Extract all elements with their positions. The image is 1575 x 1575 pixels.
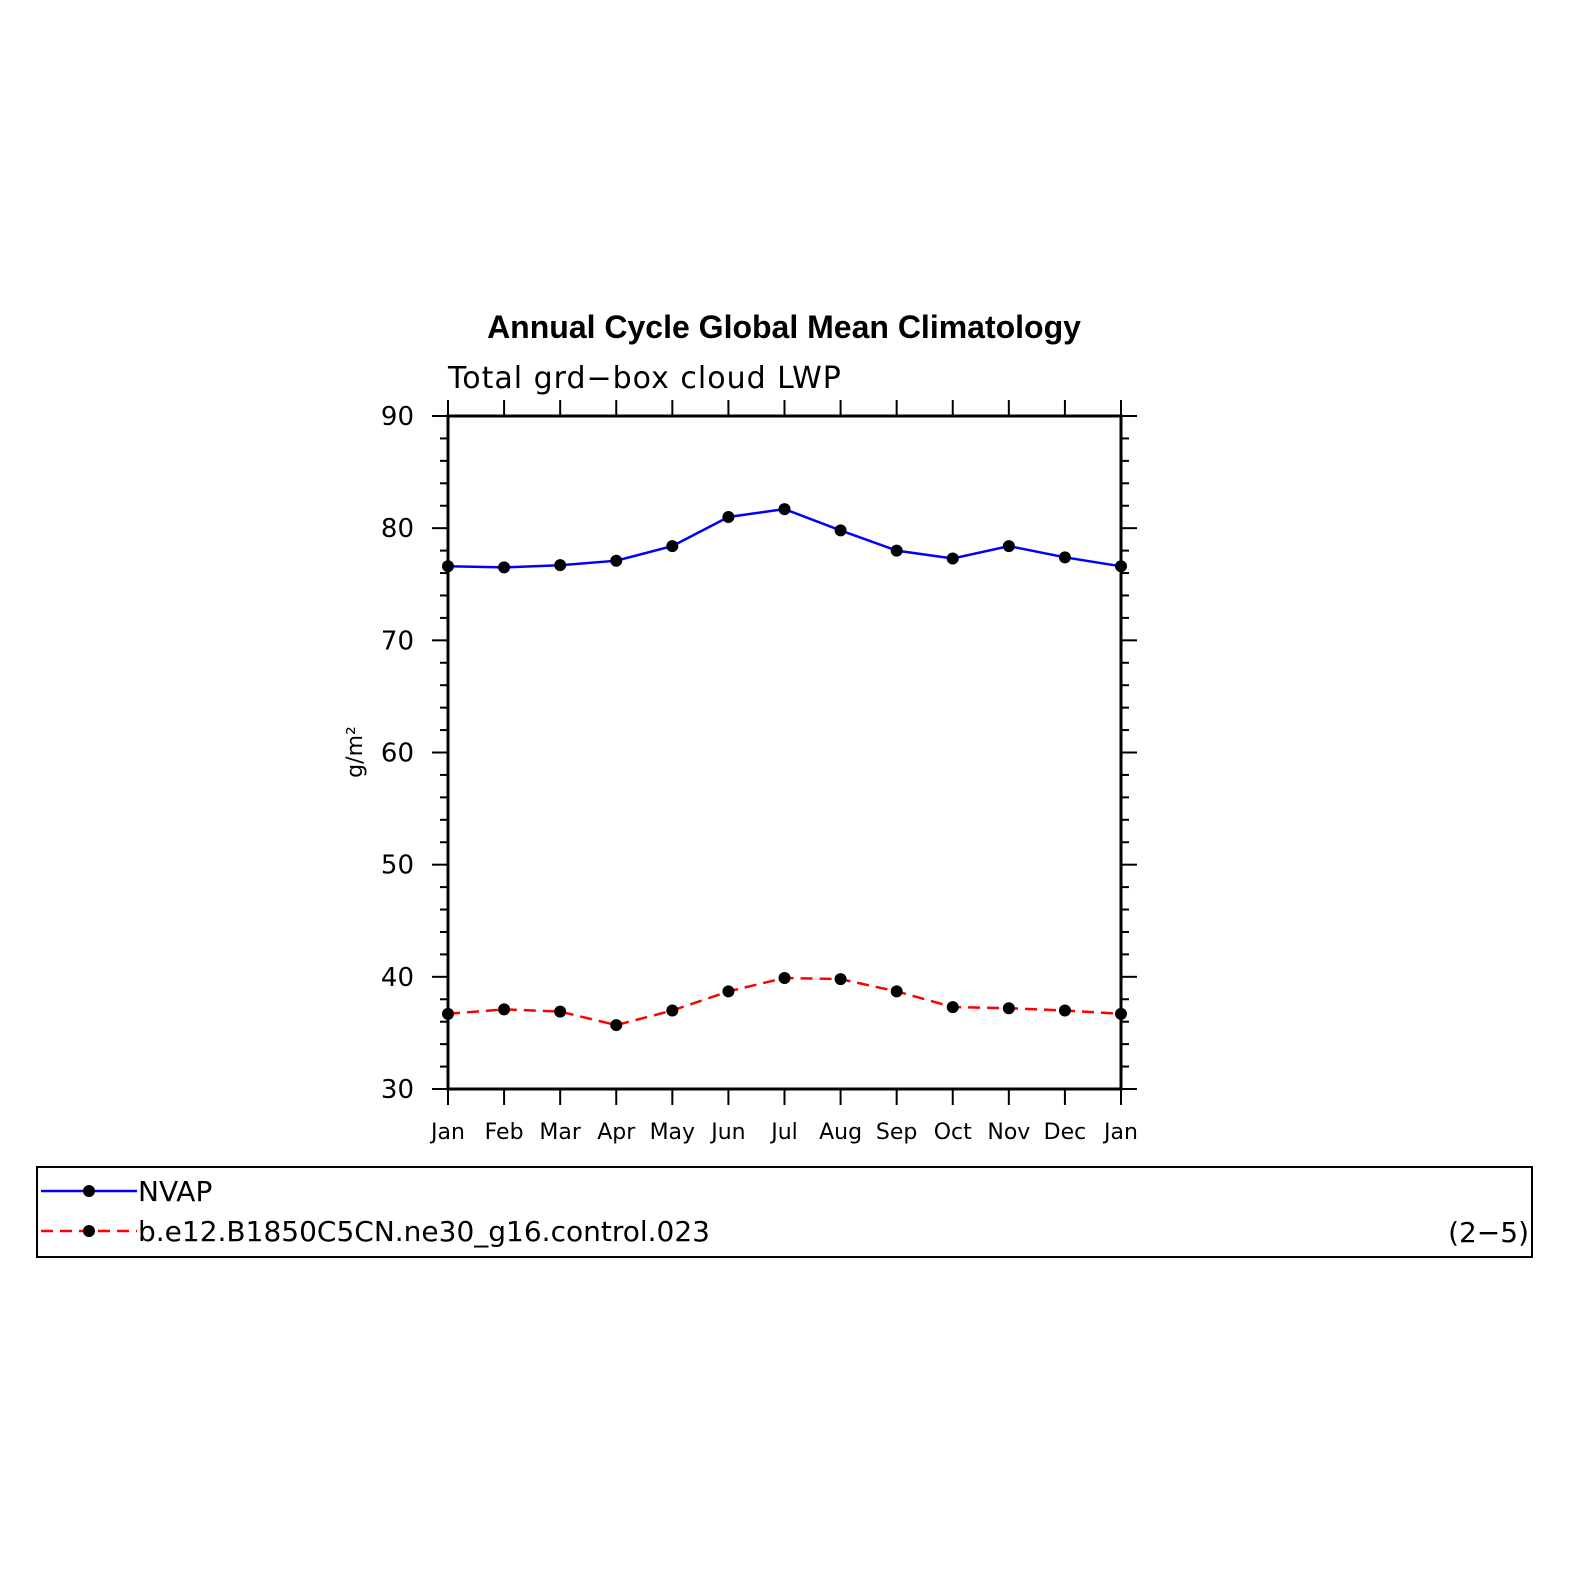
data-point bbox=[834, 973, 847, 986]
y-tick-label: 70 bbox=[381, 626, 414, 656]
x-tick-label: Jul bbox=[769, 1120, 798, 1145]
y-tick-label: 30 bbox=[381, 1075, 414, 1105]
data-point bbox=[666, 540, 679, 553]
data-point bbox=[554, 559, 567, 572]
legend-box bbox=[36, 1166, 1533, 1258]
y-tick-label: 60 bbox=[381, 739, 414, 769]
plot-frame bbox=[446, 414, 1123, 1091]
data-point bbox=[778, 503, 791, 516]
data-point bbox=[1115, 1007, 1127, 1020]
data-point bbox=[1002, 540, 1015, 553]
data-point bbox=[610, 1019, 623, 1032]
data-point bbox=[778, 971, 791, 984]
data-point bbox=[890, 985, 903, 998]
data-point bbox=[498, 561, 511, 574]
data-point bbox=[1115, 560, 1127, 573]
chart-subtitle: Total grd−box cloud LWP bbox=[447, 361, 842, 396]
series-layer bbox=[442, 503, 1127, 1032]
data-point bbox=[1002, 1002, 1015, 1015]
y-axis-label: g/m² bbox=[343, 726, 368, 778]
y-tick-label: 80 bbox=[381, 514, 414, 544]
y-tick-label: 90 bbox=[381, 402, 414, 432]
data-point bbox=[946, 552, 959, 565]
x-tick-label: Oct bbox=[934, 1120, 972, 1145]
y-tick-label: 40 bbox=[381, 963, 414, 993]
y-tick-label: 50 bbox=[381, 851, 414, 881]
data-point bbox=[1058, 1004, 1071, 1017]
data-point bbox=[946, 1001, 959, 1014]
series-2 bbox=[442, 971, 1127, 1032]
x-tick-label: Jan bbox=[429, 1120, 465, 1145]
legend: NVAP b.e12.B1850C5CN.ne30_g16.control.023… bbox=[36, 1166, 1533, 1258]
data-point bbox=[442, 560, 454, 573]
x-tick-label: Apr bbox=[597, 1120, 636, 1145]
legend-label: b.e12.B1850C5CN.ne30_g16.control.023 bbox=[138, 1215, 710, 1248]
series-1 bbox=[442, 503, 1127, 574]
data-point bbox=[722, 510, 735, 523]
x-tick-label: Jun bbox=[709, 1120, 745, 1145]
x-tick-label: Mar bbox=[539, 1120, 581, 1145]
legend-item: NVAP bbox=[41, 1175, 212, 1208]
x-tick-label: Nov bbox=[987, 1120, 1030, 1145]
data-point bbox=[834, 524, 847, 537]
x-tick-label: Jan bbox=[1102, 1120, 1138, 1145]
legend-marker bbox=[83, 1225, 95, 1237]
panel-label: (2−5) bbox=[1448, 1216, 1529, 1249]
data-point bbox=[722, 985, 735, 998]
data-point bbox=[1058, 551, 1071, 564]
legend-items: NVAP b.e12.B1850C5CN.ne30_g16.control.023 bbox=[41, 1175, 710, 1248]
chart-title: Annual Cycle Global Mean Climatology bbox=[487, 309, 1081, 345]
x-tick-label: Dec bbox=[1044, 1120, 1087, 1145]
axes: 90 80 70 60 50 40 30 Jan Feb Mar Apr May Jun Jul Aug Se… bbox=[381, 400, 1138, 1145]
legend-item: b.e12.B1850C5CN.ne30_g16.control.023 bbox=[41, 1215, 710, 1248]
data-point bbox=[442, 1007, 454, 1020]
data-point bbox=[666, 1004, 679, 1017]
data-point bbox=[554, 1005, 567, 1018]
x-tick-label: May bbox=[650, 1120, 695, 1145]
series-line bbox=[447, 976, 1122, 1027]
x-tick-label: Sep bbox=[876, 1120, 917, 1145]
x-tick-label: Feb bbox=[485, 1120, 524, 1145]
x-tick-label: Aug bbox=[819, 1120, 862, 1145]
data-point bbox=[890, 544, 903, 557]
data-point bbox=[498, 1003, 511, 1016]
data-point bbox=[610, 554, 623, 567]
legend-label: NVAP bbox=[138, 1175, 212, 1208]
legend-marker bbox=[83, 1185, 95, 1197]
series-line bbox=[447, 507, 1122, 569]
